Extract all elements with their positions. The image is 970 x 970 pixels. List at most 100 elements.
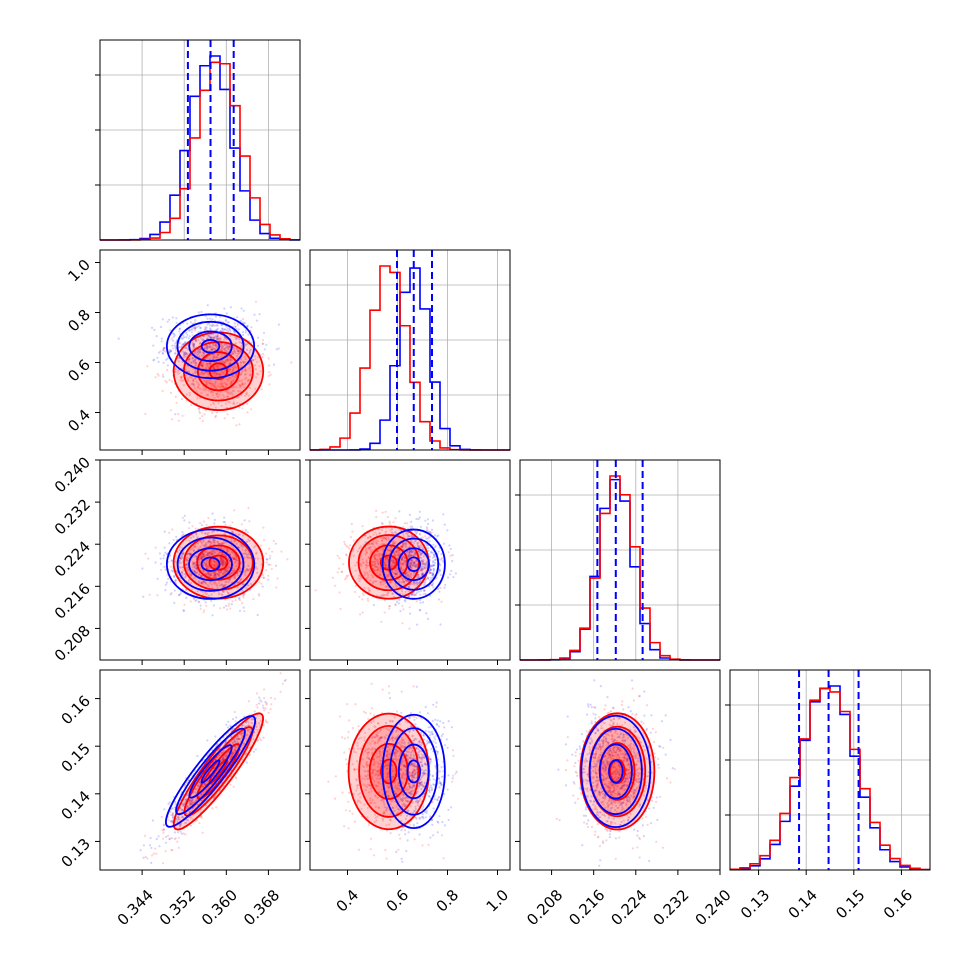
histogram-red (730, 687, 930, 871)
sample-point-red (222, 553, 225, 556)
sample-point-red (194, 571, 198, 575)
sample-point-red (185, 393, 188, 396)
sample-point-red (373, 557, 376, 560)
sample-point-blue (264, 700, 267, 704)
sample-point-red (379, 553, 382, 556)
sample-point-blue (433, 561, 436, 565)
sample-point-red (225, 580, 228, 584)
sample-point-blue (181, 553, 184, 556)
sample-point-blue (234, 555, 238, 559)
sample-point-red (240, 371, 243, 374)
sample-point-red (220, 346, 224, 350)
sample-point-blue (200, 557, 203, 560)
sample-point-red (215, 344, 218, 348)
sample-point-red (212, 347, 215, 350)
contour-blue (165, 528, 256, 600)
sample-point-blue (246, 584, 249, 587)
sample-point-red (391, 542, 395, 545)
sample-point-red (368, 547, 371, 550)
sample-point-red (264, 719, 267, 722)
sample-point-blue (432, 568, 435, 571)
sample-point-red (190, 403, 193, 407)
sample-point-blue (433, 555, 436, 559)
sample-point-red (414, 559, 417, 563)
sample-point-blue (209, 541, 212, 544)
sample-point-red (192, 798, 195, 801)
sample-point-blue (405, 546, 408, 549)
sample-point-red (195, 799, 198, 802)
sample-point-blue (424, 519, 427, 522)
sample-point-red (220, 552, 224, 555)
sample-point-red (169, 565, 172, 568)
sample-point-blue (236, 737, 239, 740)
sample-point-red (185, 399, 188, 402)
sample-point-blue (232, 347, 235, 350)
sample-point-red (348, 544, 352, 547)
sample-point-red (336, 571, 339, 574)
axes-frame (309, 459, 511, 661)
sample-point-blue (189, 802, 192, 805)
sample-point-red (429, 531, 432, 534)
sample-point-blue (423, 566, 427, 570)
histogram-panel-2 (310, 250, 510, 451)
sample-point-red (424, 542, 427, 546)
sample-point-blue (409, 554, 413, 558)
sample-point-red (413, 582, 416, 585)
sample-point-red (368, 589, 371, 592)
sample-point-red (223, 396, 226, 399)
sample-point-blue (235, 558, 238, 562)
sample-point-blue (252, 750, 255, 753)
sample-point-blue (196, 590, 199, 593)
sample-point-blue (408, 553, 411, 556)
sample-point-red (402, 580, 405, 583)
sample-point-blue (225, 723, 228, 726)
sample-point-blue (427, 530, 430, 533)
sample-point-blue (203, 561, 206, 564)
sample-point-red (244, 372, 247, 375)
sample-point-red (362, 594, 365, 597)
sample-point-blue (245, 568, 248, 571)
sample-point-blue (395, 585, 398, 588)
sample-point-blue (437, 587, 440, 591)
sample-point-blue (234, 749, 237, 752)
histogram-blue (100, 55, 300, 241)
sample-point-red (211, 382, 214, 386)
sample-point-blue (406, 574, 409, 577)
sample-point-blue (216, 540, 219, 543)
sample-point-blue (429, 568, 432, 571)
sample-point-blue (156, 577, 159, 580)
sample-point-red (230, 544, 233, 547)
sample-point-blue (244, 358, 247, 361)
sample-point-blue (216, 324, 219, 327)
sample-point-red (369, 543, 372, 546)
contour-blue (165, 313, 256, 380)
sample-point-red (216, 365, 219, 368)
sample-point-red (220, 559, 224, 562)
scatter-panel-3-1 (141, 506, 300, 617)
sample-point-blue (431, 519, 434, 522)
sample-point-blue (206, 739, 209, 742)
sample-point-blue (221, 327, 224, 330)
sample-point-blue (413, 562, 416, 565)
sample-point-blue (218, 551, 222, 554)
sample-point-blue (256, 571, 259, 575)
sample-point-red (172, 812, 175, 815)
sample-point-blue (214, 344, 217, 347)
sample-point-blue (396, 571, 400, 574)
sample-point-blue (418, 532, 421, 536)
sample-point-red (390, 581, 393, 584)
sample-point-red (375, 509, 378, 512)
sample-point-blue (429, 565, 432, 568)
sample-point-red (399, 545, 402, 548)
sample-point-red (189, 581, 192, 584)
sample-point-red (246, 569, 249, 572)
sample-point-red (213, 385, 216, 388)
sample-point-blue (222, 562, 225, 565)
sample-point-red (224, 359, 227, 362)
sample-point-blue (202, 555, 205, 558)
sample-point-blue (201, 555, 204, 558)
sample-point-red (374, 546, 377, 550)
sample-point-blue (187, 337, 190, 340)
sample-point-red (396, 569, 399, 572)
sample-point-blue (214, 574, 217, 577)
